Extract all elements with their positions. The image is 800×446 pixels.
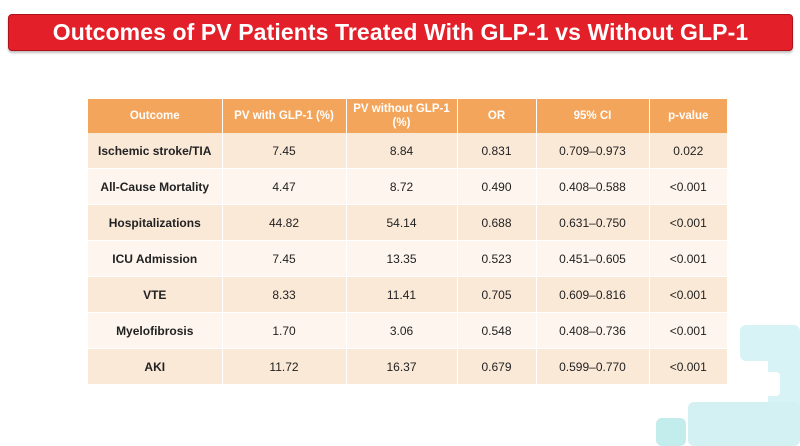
ci-cell: 0.599–0.770 — [536, 348, 650, 385]
decorative-shape — [736, 372, 780, 396]
or-cell: 0.688 — [457, 204, 537, 241]
page-title: Outcomes of PV Patients Treated With GLP… — [52, 19, 749, 45]
with-glp1-cell: 7.45 — [222, 240, 347, 277]
or-cell: 0.705 — [457, 276, 537, 313]
table-row: AKI 11.72 16.37 0.679 0.599–0.770 <0.001 — [88, 348, 727, 385]
header-or: OR — [457, 99, 537, 133]
with-glp1-cell: 4.47 — [222, 168, 347, 205]
header-95-ci: 95% CI — [536, 99, 650, 133]
or-cell: 0.523 — [457, 240, 537, 277]
without-glp1-cell: 8.84 — [346, 133, 458, 169]
table-row: Ischemic stroke/TIA 7.45 8.84 0.831 0.70… — [88, 133, 727, 169]
table-row: All-Cause Mortality 4.47 8.72 0.490 0.40… — [88, 168, 727, 205]
or-cell: 0.831 — [457, 133, 537, 169]
p-value-cell: <0.001 — [649, 240, 727, 277]
outcome-cell: ICU Admission — [88, 240, 223, 277]
ci-cell: 0.451–0.605 — [536, 240, 650, 277]
outcome-cell: VTE — [88, 276, 223, 313]
ci-cell: 0.609–0.816 — [536, 276, 650, 313]
header-outcome: Outcome — [88, 99, 223, 133]
p-value-cell: <0.001 — [649, 204, 727, 241]
without-glp1-cell: 11.41 — [346, 276, 458, 313]
p-value-cell: <0.001 — [649, 312, 727, 349]
p-value-cell: 0.022 — [649, 133, 727, 169]
header-pv-with-glp1: PV with GLP-1 (%) — [222, 99, 347, 133]
outcome-cell: All-Cause Mortality — [88, 168, 223, 205]
header-p-value: p-value — [649, 99, 727, 133]
table-body: Ischemic stroke/TIA 7.45 8.84 0.831 0.70… — [88, 133, 727, 385]
outcome-cell: Hospitalizations — [88, 204, 223, 241]
outcome-cell: AKI — [88, 348, 223, 385]
or-cell: 0.679 — [457, 348, 537, 385]
table-row: Myelofibrosis 1.70 3.06 0.548 0.408–0.73… — [88, 312, 727, 349]
without-glp1-cell: 13.35 — [346, 240, 458, 277]
p-value-cell: <0.001 — [649, 348, 727, 385]
header-row: Outcome PV with GLP-1 (%) PV without GLP… — [88, 99, 727, 133]
header-pv-without-glp1: PV without GLP-1 (%) — [346, 99, 458, 133]
p-value-cell: <0.001 — [649, 276, 727, 313]
outcome-cell: Ischemic stroke/TIA — [88, 133, 223, 169]
ci-cell: 0.408–0.736 — [536, 312, 650, 349]
with-glp1-cell: 44.82 — [222, 204, 347, 241]
ci-cell: 0.408–0.588 — [536, 168, 650, 205]
ci-cell: 0.709–0.973 — [536, 133, 650, 169]
without-glp1-cell: 8.72 — [346, 168, 458, 205]
table-row: ICU Admission 7.45 13.35 0.523 0.451–0.6… — [88, 240, 727, 277]
table-row: Hospitalizations 44.82 54.14 0.688 0.631… — [88, 204, 727, 241]
with-glp1-cell: 1.70 — [222, 312, 347, 349]
with-glp1-cell: 11.72 — [222, 348, 347, 385]
or-cell: 0.490 — [457, 168, 537, 205]
without-glp1-cell: 16.37 — [346, 348, 458, 385]
decorative-shape — [656, 418, 686, 446]
or-cell: 0.548 — [457, 312, 537, 349]
outcomes-table: Outcome PV with GLP-1 (%) PV without GLP… — [88, 99, 727, 385]
decorative-shape — [688, 402, 800, 446]
without-glp1-cell: 54.14 — [346, 204, 458, 241]
title-banner: Outcomes of PV Patients Treated With GLP… — [8, 14, 793, 51]
ci-cell: 0.631–0.750 — [536, 204, 650, 241]
without-glp1-cell: 3.06 — [346, 312, 458, 349]
outcome-cell: Myelofibrosis — [88, 312, 223, 349]
p-value-cell: <0.001 — [649, 168, 727, 205]
table-row: VTE 8.33 11.41 0.705 0.609–0.816 <0.001 — [88, 276, 727, 313]
with-glp1-cell: 7.45 — [222, 133, 347, 169]
with-glp1-cell: 8.33 — [222, 276, 347, 313]
table-header: Outcome PV with GLP-1 (%) PV without GLP… — [88, 99, 727, 133]
